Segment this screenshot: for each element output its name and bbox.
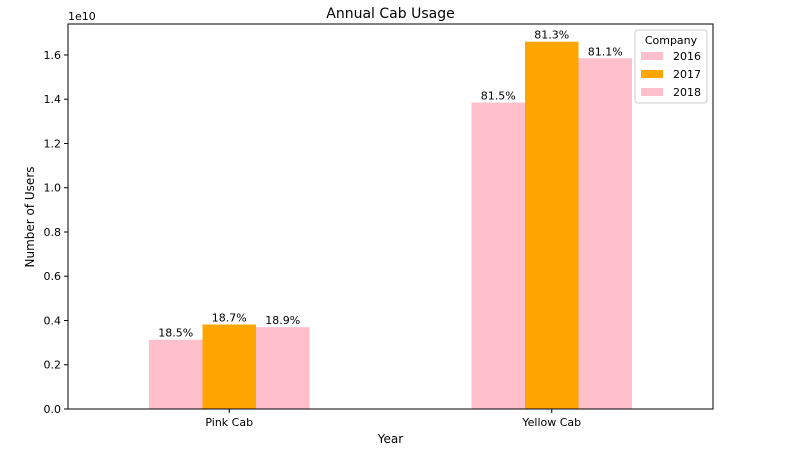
legend-label-2016: 2016 (673, 50, 701, 63)
legend-title: Company (645, 34, 698, 47)
y-tick-label: 0.0 (44, 403, 62, 416)
legend-label-2018: 2018 (673, 86, 701, 99)
x-axis-ticks: Pink Cab Yellow Cab (205, 409, 581, 429)
bar-label: 81.3% (534, 29, 569, 42)
bar-labels-group: 18.5% 18.7% 18.9% 81.5% 81.3% 81.1% (158, 29, 622, 340)
y-axis-ticks: 0.0 0.2 0.4 0.6 0.8 1.0 1.2 1.4 1.6 (44, 49, 68, 416)
legend-label-2017: 2017 (673, 68, 701, 81)
bar-2017-pink-cab (202, 324, 256, 409)
y-tick-label: 0.6 (44, 270, 62, 283)
y-tick-label: 1.6 (44, 49, 62, 62)
plot-area-frame (67, 23, 714, 410)
x-tick-label: Yellow Cab (521, 416, 581, 429)
bar-2018-pink-cab (256, 327, 310, 409)
y-tick-label: 0.8 (44, 226, 62, 239)
legend-swatch-2017 (641, 70, 663, 78)
y-tick-label: 0.2 (44, 359, 62, 372)
legend: Company 2016 2017 2018 (634, 29, 708, 104)
legend-frame (634, 29, 708, 104)
x-tick-label: Pink Cab (205, 416, 253, 429)
bar-2016-pink-cab (149, 339, 203, 409)
legend-swatch-2018 (641, 88, 663, 96)
bars-group (149, 41, 632, 410)
y-axis-offset-label: 1e10 (68, 10, 96, 23)
y-tick-label: 1.0 (44, 182, 62, 195)
bar-label: 81.1% (588, 45, 623, 58)
y-axis-title: Number of Users (23, 166, 37, 267)
x-axis-title: Year (377, 432, 403, 446)
y-tick-label: 1.2 (44, 137, 62, 150)
bar-label: 18.7% (212, 311, 247, 324)
legend-swatch-2016 (641, 52, 663, 60)
chart-title: Annual Cab Usage (326, 6, 454, 22)
bar-2016-yellow-cab (471, 102, 525, 409)
bar-label: 18.9% (265, 314, 300, 327)
y-tick-label: 1.4 (44, 93, 62, 106)
bar-2018-yellow-cab (578, 58, 632, 409)
bar-label: 18.5% (158, 327, 193, 340)
y-tick-label: 0.4 (44, 314, 62, 327)
bar-2017-yellow-cab (525, 41, 579, 410)
bar-label: 81.5% (481, 90, 516, 103)
